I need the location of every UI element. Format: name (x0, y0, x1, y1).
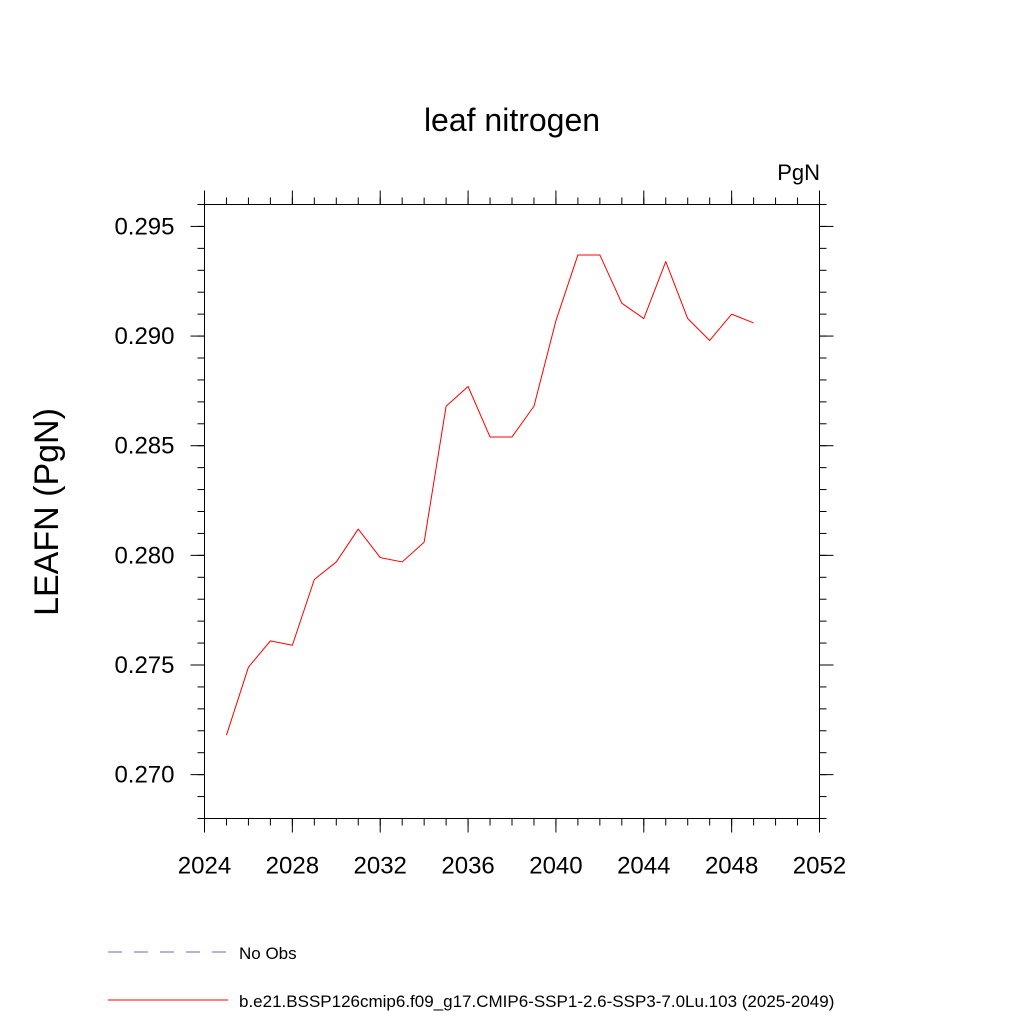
x-tick-label: 2036 (441, 853, 494, 880)
y-tick-label: 0.295 (114, 213, 174, 240)
series-line (225, 254, 754, 736)
series-layer (225, 254, 754, 736)
x-tick-label: 2052 (793, 853, 846, 880)
legend-label: No Obs (239, 944, 297, 963)
plot-frame (204, 204, 820, 819)
x-tick-label: 2028 (266, 853, 319, 880)
y-tick-label: 0.285 (114, 433, 174, 460)
x-tick-label: 2040 (529, 853, 582, 880)
x-tick-label: 2048 (705, 853, 758, 880)
x-axis-ticks: 2024 2028 2032 2036 2040 2044 2048 2052 (178, 190, 846, 880)
x-tick-label: 2044 (617, 853, 670, 880)
legend: No Obs b.e21.BSSP126cmip6.f09_g17.CMIP6-S… (108, 944, 834, 1011)
y-axis-ticks: 0.270 0.275 0.280 0.285 0.290 0.295 (114, 204, 834, 819)
units-label: PgN (777, 160, 820, 185)
y-axis-label: LEAFN (PgN) (28, 408, 66, 616)
chart-title: leaf nitrogen (424, 102, 600, 138)
x-tick-label: 2024 (178, 853, 231, 880)
y-tick-label: 0.290 (114, 323, 174, 350)
y-tick-label: 0.280 (114, 542, 174, 569)
x-tick-label: 2032 (354, 853, 407, 880)
y-tick-label: 0.270 (114, 762, 174, 789)
y-tick-label: 0.275 (114, 652, 174, 679)
legend-label: b.e21.BSSP126cmip6.f09_g17.CMIP6-SSP1-2.… (239, 992, 834, 1011)
